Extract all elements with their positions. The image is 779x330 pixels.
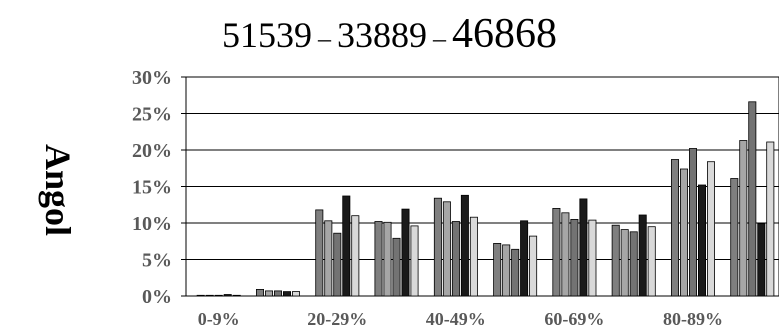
bar [264,290,273,297]
y-tick-label: 5% [142,250,172,272]
bar [638,214,647,297]
bar [383,221,392,297]
bar [570,218,579,297]
title-separator-2: – [433,24,446,53]
x-tick-label: 80-89% [663,309,723,329]
x-tick-label: 60-69% [544,309,604,329]
bar [588,219,597,297]
bar [410,225,419,297]
bar [511,248,520,297]
bar [401,208,410,297]
bar [223,294,232,297]
y-tick-label: 0% [142,286,172,308]
bar [707,161,716,297]
bar [442,201,451,297]
y-tick-label: 30% [132,67,172,89]
bar [766,141,775,297]
bar [529,235,538,297]
bar [291,291,300,297]
bar [520,220,529,297]
bar [689,148,698,297]
bar [698,184,707,297]
bar [451,221,460,297]
bar [460,194,469,297]
title-part-2: 33889 [337,15,427,55]
bar [333,232,342,297]
bar [214,294,223,297]
bar [579,198,588,297]
bar [351,215,360,297]
bar [671,159,680,297]
bar [232,294,241,297]
y-tick-label: 25% [132,104,172,126]
bar [433,197,442,297]
title-part-3: 46868 [452,11,557,57]
bar [196,294,205,297]
bar [315,209,324,297]
bar [342,195,351,297]
y-tick-label: 20% [132,140,172,162]
bar [205,294,214,297]
bar [730,178,739,297]
bar [757,223,766,297]
bar [324,220,333,297]
bar [273,290,282,297]
chart-title: 51539–33889–46868 [0,10,779,58]
title-part-1: 51539 [222,15,312,55]
y-tick-label: 10% [132,213,172,235]
bar [748,101,757,297]
bar [502,244,511,297]
bar [647,226,656,297]
x-tick-label: 20-29% [307,309,367,329]
y-tick-label: 15% [132,177,172,199]
bar [374,221,383,297]
bar [282,291,291,297]
bar [561,212,570,297]
bar [469,216,478,297]
bar [620,229,629,297]
title-separator-1: – [318,24,331,53]
bar [680,168,689,297]
bar [255,288,264,297]
bar [493,242,502,297]
bar [611,224,620,297]
bar [392,237,401,297]
x-tick-label: 40-49% [426,309,486,329]
bar [552,207,561,297]
bar [629,231,638,297]
x-tick-label: 0-9% [198,309,240,329]
bar [739,140,748,297]
